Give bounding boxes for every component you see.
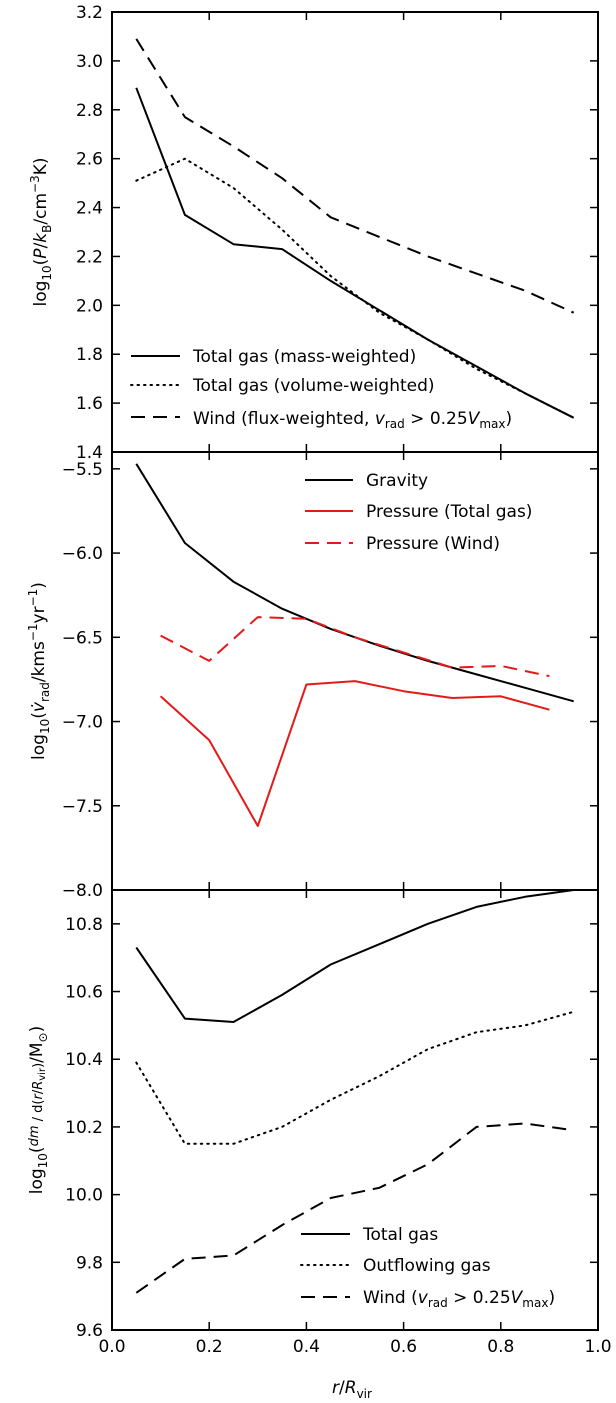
mass-legend: Total gas Outflowing gas Wind (vrad > 0.…	[300, 1225, 555, 1310]
acceleration-series-line-3	[160, 616, 550, 678]
xtick-label: 0.2	[196, 1337, 223, 1357]
pressure-ytick-label: 3.0	[76, 52, 103, 72]
mass-y-axis-label: log10(dm / d(r/Rvir)/M⊙)	[27, 1026, 50, 1195]
mass-ytick-label: 10.8	[65, 915, 103, 935]
pressure-series-group	[135, 38, 575, 419]
pressure-series-line-3	[135, 38, 575, 314]
svg-text:log10(P/kB/cm−3K): log10(P/kB/cm−3K)	[28, 157, 54, 306]
pressure-ytick-label: 2.4	[76, 199, 103, 219]
mass-ytick-label: 9.8	[76, 1253, 103, 1273]
xtick-label: 0.6	[390, 1337, 417, 1357]
xtick-label: 0.8	[487, 1337, 514, 1357]
legend-label-total-gas-mass: Total gas (mass-weighted)	[192, 347, 416, 367]
legend-label-total-gas-volume: Total gas (volume-weighted)	[192, 376, 435, 396]
mass-axes-frame	[111, 889, 599, 1331]
panel-acceleration: log10(v̇rad/kms−1yr−1) −8.0−7.5−7.0−6.5−…	[26, 451, 599, 901]
mass-series-line-2	[135, 1010, 575, 1145]
pressure-ytick-label: 1.8	[76, 345, 103, 365]
pressure-ytick-label: 2.0	[76, 296, 103, 316]
mass-ytick-label: 10.0	[65, 1186, 103, 1206]
svg-text:log10(dm / d(r/Rvir)/M⊙): log10(dm / d(r/Rvir)/M⊙)	[27, 1026, 50, 1195]
acceleration-ytick-label: −7.0	[62, 713, 103, 733]
legend-label-outflowing: Outflowing gas	[363, 1256, 491, 1276]
xtick-label: 0.4	[293, 1337, 320, 1357]
pressure-ytick-label: 1.6	[76, 394, 103, 414]
acceleration-series-line-2	[159, 680, 550, 827]
mass-series-line-1	[135, 889, 574, 1023]
pressure-ytick-label: 2.8	[76, 101, 103, 121]
legend-label-gravity: Gravity	[366, 471, 428, 491]
pressure-series-line-2	[135, 157, 575, 419]
acceleration-ytick-label: −5.5	[62, 460, 103, 480]
acceleration-ytick-label: −6.5	[62, 628, 103, 648]
mass-series-group	[135, 889, 575, 1294]
mass-ytick-label: 9.6	[76, 1321, 103, 1341]
mass-ytick-label: 10.2	[65, 1118, 103, 1138]
mass-ytick-label: 10.4	[65, 1050, 103, 1070]
legend-label-total-gas: Total gas	[362, 1225, 438, 1245]
acceleration-ytick-label: −7.5	[62, 797, 103, 817]
acceleration-ytick-label: −8.0	[62, 881, 103, 901]
pressure-legend: Total gas (mass-weighted) Total gas (vol…	[130, 347, 512, 431]
acceleration-series-group	[135, 463, 574, 827]
legend-label-wind: Wind (vrad > 0.25Vmax)	[363, 1288, 555, 1310]
pressure-ytick-label: 3.2	[76, 3, 103, 23]
legend-label-pressure-wind: Pressure (Wind)	[366, 534, 500, 554]
panel-mass: log10(dm / d(r/Rvir)/M⊙) 9.6 9.8 10.0 10.2 1…	[27, 889, 599, 1341]
pressure-ytick-label: 1.4	[76, 443, 103, 463]
pressure-ytick-label: 2.6	[76, 150, 103, 170]
mass-series-line-3	[135, 1122, 574, 1294]
mass-ytick-label: 10.6	[65, 983, 103, 1003]
legend-label-wind-flux: Wind (flux-weighted, vrad > 0.25Vmax)	[193, 409, 512, 431]
xtick-label: 1.0	[584, 1337, 611, 1357]
pressure-y-axis-label: log10(P/kB/cm−3K)	[28, 157, 54, 306]
acceleration-ytick-label: −6.0	[62, 544, 103, 564]
xtick-label: 0.0	[98, 1337, 125, 1357]
acceleration-legend: Gravity Pressure (Total gas) Pressure (W…	[305, 471, 532, 554]
legend-label-pressure-total: Pressure (Total gas)	[366, 502, 532, 522]
pressure-series-line-1	[135, 87, 575, 419]
pressure-ytick-label: 2.2	[76, 247, 103, 267]
